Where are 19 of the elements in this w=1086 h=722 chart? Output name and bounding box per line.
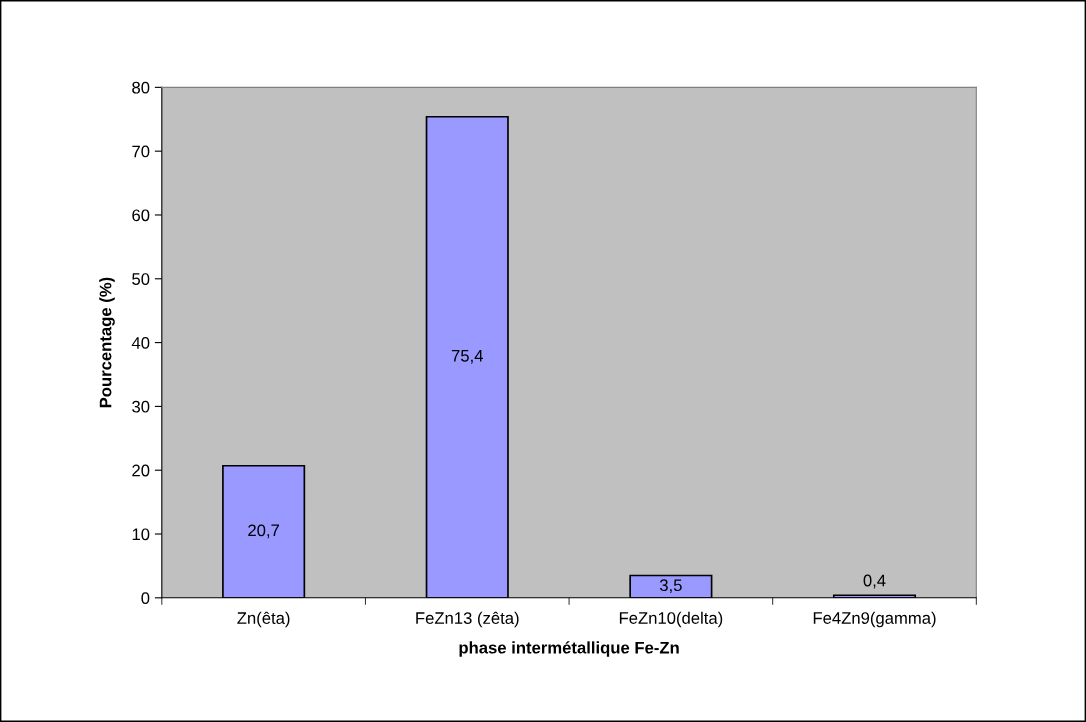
y-tick-label: 40	[131, 336, 150, 349]
y-tick-label: 30	[132, 400, 150, 413]
y-axis-title: Pourcentage (%)	[99, 277, 115, 408]
y-tick-label: 80	[132, 81, 150, 94]
y-tick-label: 10	[132, 528, 150, 541]
y-tick-label: 20	[132, 464, 150, 477]
data-label: 0,4	[863, 574, 886, 589]
y-tick-label: 50	[132, 273, 150, 285]
data-label: 3,5	[659, 579, 682, 594]
y-tick-label: 0	[141, 592, 150, 605]
y-tick-label: 60	[132, 209, 150, 222]
x-tick-label: Zn(êta)	[237, 611, 290, 628]
y-tick-label: 70	[132, 145, 150, 158]
x-tick-label: FeZn10(delta)	[619, 611, 723, 628]
data-label: 20,7	[248, 524, 280, 539]
x-axis-title: phase intermétallique Fe-Zn	[459, 641, 679, 657]
x-tick-label: Fe4Zn9(gamma)	[813, 611, 936, 628]
data-label: 75,4	[451, 350, 483, 364]
x-tick-label: FeZn13 (zêta)	[416, 611, 519, 628]
